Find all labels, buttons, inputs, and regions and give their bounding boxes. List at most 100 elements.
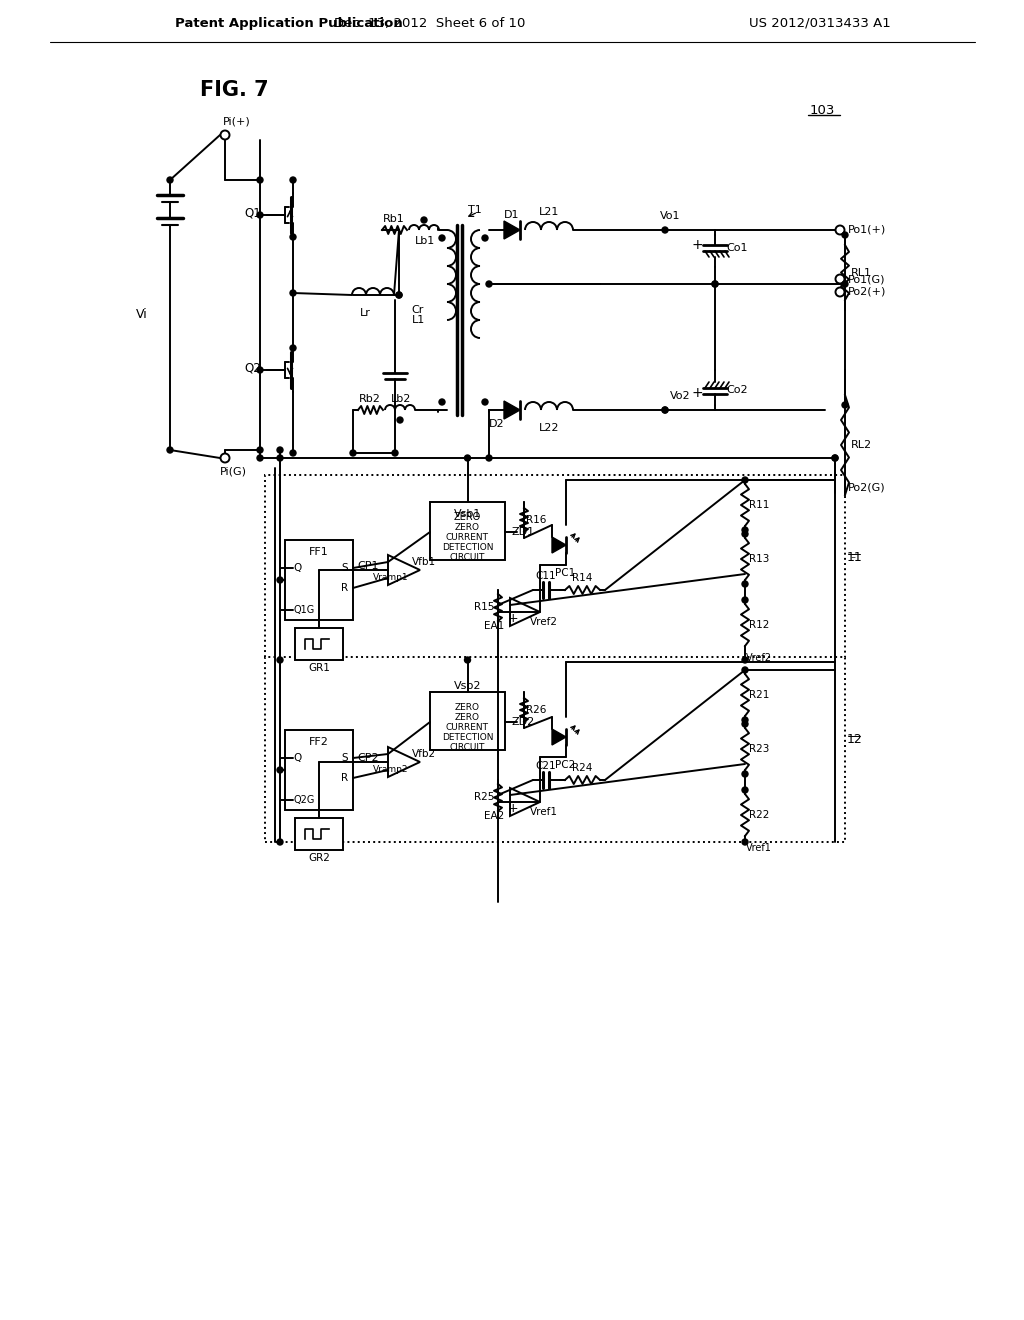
Circle shape bbox=[831, 455, 838, 461]
Text: +: + bbox=[691, 238, 702, 252]
Text: Co1: Co1 bbox=[726, 243, 748, 253]
Circle shape bbox=[842, 232, 848, 238]
Text: GR1: GR1 bbox=[308, 663, 330, 673]
Circle shape bbox=[712, 281, 718, 286]
Text: L22: L22 bbox=[539, 422, 559, 433]
Bar bbox=[265, 475, 845, 660]
Circle shape bbox=[742, 531, 748, 537]
Text: Pi(G): Pi(G) bbox=[220, 466, 247, 477]
Text: ZD2: ZD2 bbox=[511, 717, 535, 727]
Bar bbox=[430, 692, 505, 750]
Text: R12: R12 bbox=[749, 620, 769, 630]
Text: Vramp2: Vramp2 bbox=[374, 764, 409, 774]
Circle shape bbox=[278, 455, 283, 461]
Text: Po2(G): Po2(G) bbox=[848, 483, 886, 492]
Circle shape bbox=[278, 840, 283, 845]
Text: Vref2: Vref2 bbox=[530, 616, 558, 627]
Text: ZERO: ZERO bbox=[455, 714, 480, 722]
Text: Dec. 13, 2012  Sheet 6 of 10: Dec. 13, 2012 Sheet 6 of 10 bbox=[334, 16, 525, 29]
Circle shape bbox=[831, 455, 838, 461]
Text: +: + bbox=[508, 612, 518, 626]
Text: RL1: RL1 bbox=[851, 268, 871, 277]
Circle shape bbox=[392, 450, 398, 455]
Text: PC2: PC2 bbox=[555, 760, 575, 770]
Text: PC1: PC1 bbox=[555, 568, 575, 578]
Circle shape bbox=[421, 216, 427, 223]
Bar bbox=[295, 818, 343, 850]
Text: Q2G: Q2G bbox=[293, 795, 314, 805]
Text: R: R bbox=[341, 583, 348, 593]
Bar bbox=[295, 628, 343, 660]
Circle shape bbox=[257, 177, 263, 183]
Circle shape bbox=[742, 527, 748, 533]
Circle shape bbox=[257, 455, 263, 461]
Text: R: R bbox=[341, 774, 348, 783]
Text: Po2(+): Po2(+) bbox=[848, 286, 887, 297]
Circle shape bbox=[742, 667, 748, 673]
Text: R14: R14 bbox=[572, 573, 593, 583]
Text: Patent Application Publication: Patent Application Publication bbox=[175, 16, 402, 29]
Circle shape bbox=[742, 597, 748, 603]
Text: Vramp1: Vramp1 bbox=[373, 573, 409, 582]
Circle shape bbox=[486, 455, 492, 461]
Text: ZERO: ZERO bbox=[455, 524, 480, 532]
Text: Q2: Q2 bbox=[245, 362, 261, 375]
Text: L1: L1 bbox=[412, 315, 425, 325]
Text: S: S bbox=[341, 564, 347, 573]
Circle shape bbox=[662, 227, 668, 234]
Text: CURRENT: CURRENT bbox=[446, 723, 489, 733]
Circle shape bbox=[439, 235, 445, 242]
Circle shape bbox=[290, 450, 296, 455]
Text: Q: Q bbox=[293, 564, 301, 573]
Text: Vi: Vi bbox=[136, 309, 148, 322]
Circle shape bbox=[662, 407, 668, 413]
Text: Po1(+): Po1(+) bbox=[848, 224, 886, 235]
Text: R11: R11 bbox=[749, 500, 769, 510]
Circle shape bbox=[257, 213, 263, 218]
Text: Q: Q bbox=[293, 752, 301, 763]
Circle shape bbox=[742, 657, 748, 663]
Circle shape bbox=[742, 717, 748, 723]
Circle shape bbox=[278, 657, 283, 663]
Circle shape bbox=[167, 177, 173, 183]
Text: Vo1: Vo1 bbox=[659, 211, 680, 220]
Text: ZERO: ZERO bbox=[455, 702, 480, 711]
Text: EA2: EA2 bbox=[484, 810, 504, 821]
Text: US 2012/0313433 A1: US 2012/0313433 A1 bbox=[750, 16, 891, 29]
Text: CP1: CP1 bbox=[357, 561, 379, 572]
Text: Rb2: Rb2 bbox=[359, 393, 381, 404]
Text: 12: 12 bbox=[847, 733, 863, 746]
Text: Vfb1: Vfb1 bbox=[412, 557, 436, 568]
Text: RL2: RL2 bbox=[851, 440, 871, 450]
Circle shape bbox=[397, 417, 403, 422]
Text: ZERO: ZERO bbox=[454, 512, 481, 521]
Circle shape bbox=[482, 399, 488, 405]
Circle shape bbox=[465, 657, 470, 663]
Text: R22: R22 bbox=[749, 810, 769, 820]
Circle shape bbox=[396, 292, 402, 298]
Text: 11: 11 bbox=[847, 550, 863, 564]
Circle shape bbox=[742, 787, 748, 793]
Text: R25: R25 bbox=[474, 792, 495, 803]
Circle shape bbox=[742, 721, 748, 727]
Text: Co2: Co2 bbox=[726, 385, 748, 395]
Circle shape bbox=[842, 403, 848, 408]
Text: R23: R23 bbox=[749, 744, 769, 754]
Text: FF2: FF2 bbox=[309, 737, 329, 747]
Text: FF1: FF1 bbox=[309, 546, 329, 557]
Circle shape bbox=[831, 490, 838, 496]
Circle shape bbox=[712, 281, 718, 286]
Text: CIRCUIT: CIRCUIT bbox=[450, 553, 485, 562]
Text: Lb2: Lb2 bbox=[391, 393, 412, 404]
Text: CP2: CP2 bbox=[357, 752, 379, 763]
Text: R24: R24 bbox=[572, 763, 593, 774]
Circle shape bbox=[662, 407, 668, 413]
Text: 103: 103 bbox=[810, 103, 836, 116]
Text: +: + bbox=[508, 803, 518, 816]
Circle shape bbox=[290, 290, 296, 296]
Text: R13: R13 bbox=[749, 554, 769, 564]
Text: D1: D1 bbox=[504, 210, 520, 220]
Text: Vref1: Vref1 bbox=[746, 843, 772, 853]
Text: Lb1: Lb1 bbox=[415, 236, 435, 246]
Text: R21: R21 bbox=[749, 690, 769, 700]
